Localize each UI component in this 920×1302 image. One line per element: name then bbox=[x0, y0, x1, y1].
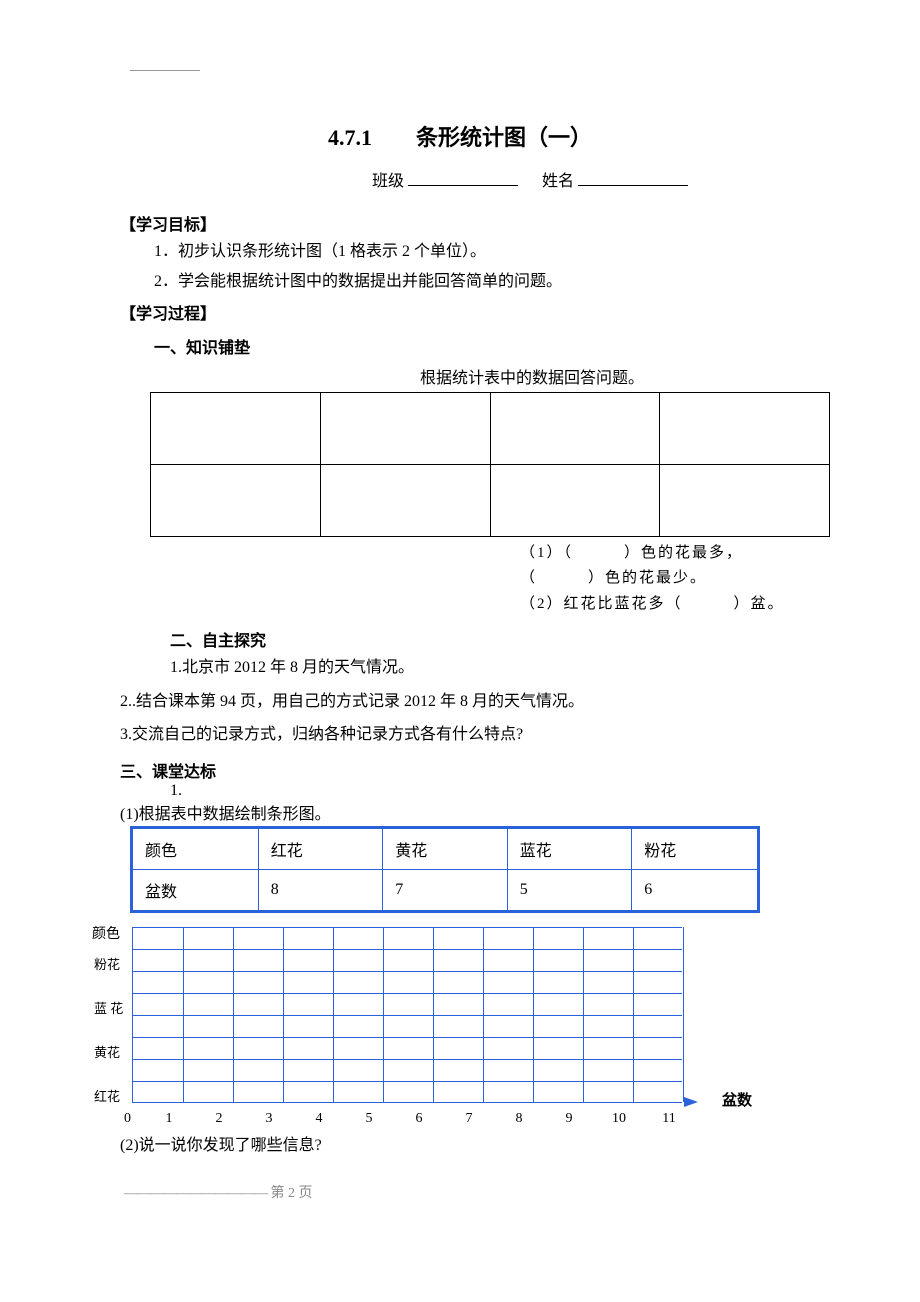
data-cell: 7 bbox=[383, 870, 508, 912]
question-1: （1）（ ）色的花最多，（ ）色的花最少。 bbox=[520, 541, 800, 592]
x-tick-label: 3 bbox=[244, 1111, 294, 1127]
x-labels: 0 1 2 3 4 5 6 7 8 9 10 11 bbox=[124, 1111, 800, 1127]
table-cell[interactable] bbox=[660, 392, 830, 464]
y-labels: 粉花 蓝 花 黄花 红花 bbox=[94, 941, 123, 1117]
arrow-icon bbox=[684, 1097, 698, 1107]
col-header: 颜色 bbox=[132, 828, 259, 870]
chart-grid: 盆数 bbox=[132, 927, 682, 1103]
s3-item1: 1. bbox=[120, 782, 800, 800]
goal-1: 1．初步认识条形统计图（1 格表示 2 个单位）。 bbox=[120, 237, 800, 267]
x-tick-label: 5 bbox=[344, 1111, 394, 1127]
class-field[interactable] bbox=[408, 166, 518, 186]
y-axis-label: 颜色 bbox=[92, 923, 120, 943]
process-header: 【学习过程】 bbox=[120, 300, 800, 324]
s3-sub1: (1)根据表中数据绘制条形图。 bbox=[120, 800, 800, 824]
data-cell: 5 bbox=[507, 870, 632, 912]
name-field[interactable] bbox=[578, 166, 688, 186]
section-2-header: 二、自主探究 bbox=[120, 627, 800, 651]
y-tick-label: 红花 bbox=[94, 1073, 123, 1117]
table-cell[interactable] bbox=[151, 464, 321, 536]
page-footer: ——————————— 第 2 页 bbox=[124, 1182, 313, 1202]
table-cell[interactable] bbox=[490, 464, 660, 536]
goal-2: 2．学会能根据统计图中的数据提出并能回答简单的问题。 bbox=[120, 267, 800, 297]
x-tick-label: 8 bbox=[494, 1111, 544, 1127]
x-tick-label: 7 bbox=[444, 1111, 494, 1127]
class-label: 班级 bbox=[372, 173, 404, 190]
x-tick-label: 2 bbox=[194, 1111, 244, 1127]
page-container: 4.7.1 条形统计图（一） 班级 姓名 【学习目标】 1．初步认识条形统计图（… bbox=[0, 0, 920, 1155]
y-tick-label: 蓝 花 bbox=[94, 985, 123, 1029]
col-header: 蓝花 bbox=[507, 828, 632, 870]
goals-header: 【学习目标】 bbox=[120, 211, 800, 235]
table-cell[interactable] bbox=[490, 392, 660, 464]
section-1-header: 一、知识铺垫 bbox=[120, 334, 800, 358]
x-tick-label: 10 bbox=[594, 1111, 644, 1127]
table-cell[interactable] bbox=[320, 464, 490, 536]
question-block: （1）（ ）色的花最多，（ ）色的花最少。 （2）红花比蓝花多（ ）盆。 bbox=[520, 541, 800, 618]
col-header: 粉花 bbox=[632, 828, 759, 870]
document-title: 4.7.1 条形统计图（一） bbox=[120, 120, 800, 152]
x-tick-label: 9 bbox=[544, 1111, 594, 1127]
table-row: 盆数 8 7 5 6 bbox=[132, 870, 759, 912]
x-tick-label: 1 bbox=[144, 1111, 194, 1127]
x-axis-label: 盆数 bbox=[722, 1089, 752, 1110]
s2-line3: 3.交流自己的记录方式，归纳各种记录方式各有什么特点? bbox=[120, 718, 800, 752]
question-2: （2）红花比蓝花多（ ）盆。 bbox=[520, 592, 800, 618]
table-note: 根据统计表中的数据回答问题。 bbox=[420, 364, 800, 388]
table-cell[interactable] bbox=[320, 392, 490, 464]
table-row bbox=[151, 392, 830, 464]
y-tick-label: 粉花 bbox=[94, 941, 123, 985]
s2-line1: 1.北京市 2012 年 8 月的天气情况。 bbox=[120, 651, 800, 685]
flower-data-table: 颜色 红花 黄花 蓝花 粉花 盆数 8 7 5 6 bbox=[130, 826, 760, 913]
empty-data-table bbox=[150, 392, 830, 537]
col-header: 红花 bbox=[258, 828, 383, 870]
data-cell: 8 bbox=[258, 870, 383, 912]
s3-sub2: (2)说一说你发现了哪些信息? bbox=[120, 1131, 800, 1155]
table-row bbox=[151, 464, 830, 536]
header-rule bbox=[130, 70, 200, 71]
name-label: 姓名 bbox=[542, 173, 574, 190]
data-cell: 6 bbox=[632, 870, 759, 912]
x-tick-label: 4 bbox=[294, 1111, 344, 1127]
meta-row: 班级 姓名 bbox=[260, 166, 800, 191]
footer-text: 第 2 页 bbox=[271, 1186, 313, 1201]
x-tick-label: 11 bbox=[644, 1111, 694, 1127]
table-cell[interactable] bbox=[151, 392, 321, 464]
section-3-header: 三、课堂达标 bbox=[120, 758, 800, 782]
y-tick-label: 黄花 bbox=[94, 1029, 123, 1073]
x-tick-label: 6 bbox=[394, 1111, 444, 1127]
table-cell[interactable] bbox=[660, 464, 830, 536]
col-header: 黄花 bbox=[383, 828, 508, 870]
row-label: 盆数 bbox=[132, 870, 259, 912]
table-row: 颜色 红花 黄花 蓝花 粉花 bbox=[132, 828, 759, 870]
bar-chart: 颜色 粉花 蓝 花 黄花 红花 盆数 0 1 2 3 4 5 6 7 8 9 1… bbox=[122, 927, 800, 1127]
s2-line2: 2..结合课本第 94 页，用自己的方式记录 2012 年 8 月的天气情况。 bbox=[120, 685, 800, 719]
x-tick-label: 0 bbox=[124, 1111, 144, 1127]
